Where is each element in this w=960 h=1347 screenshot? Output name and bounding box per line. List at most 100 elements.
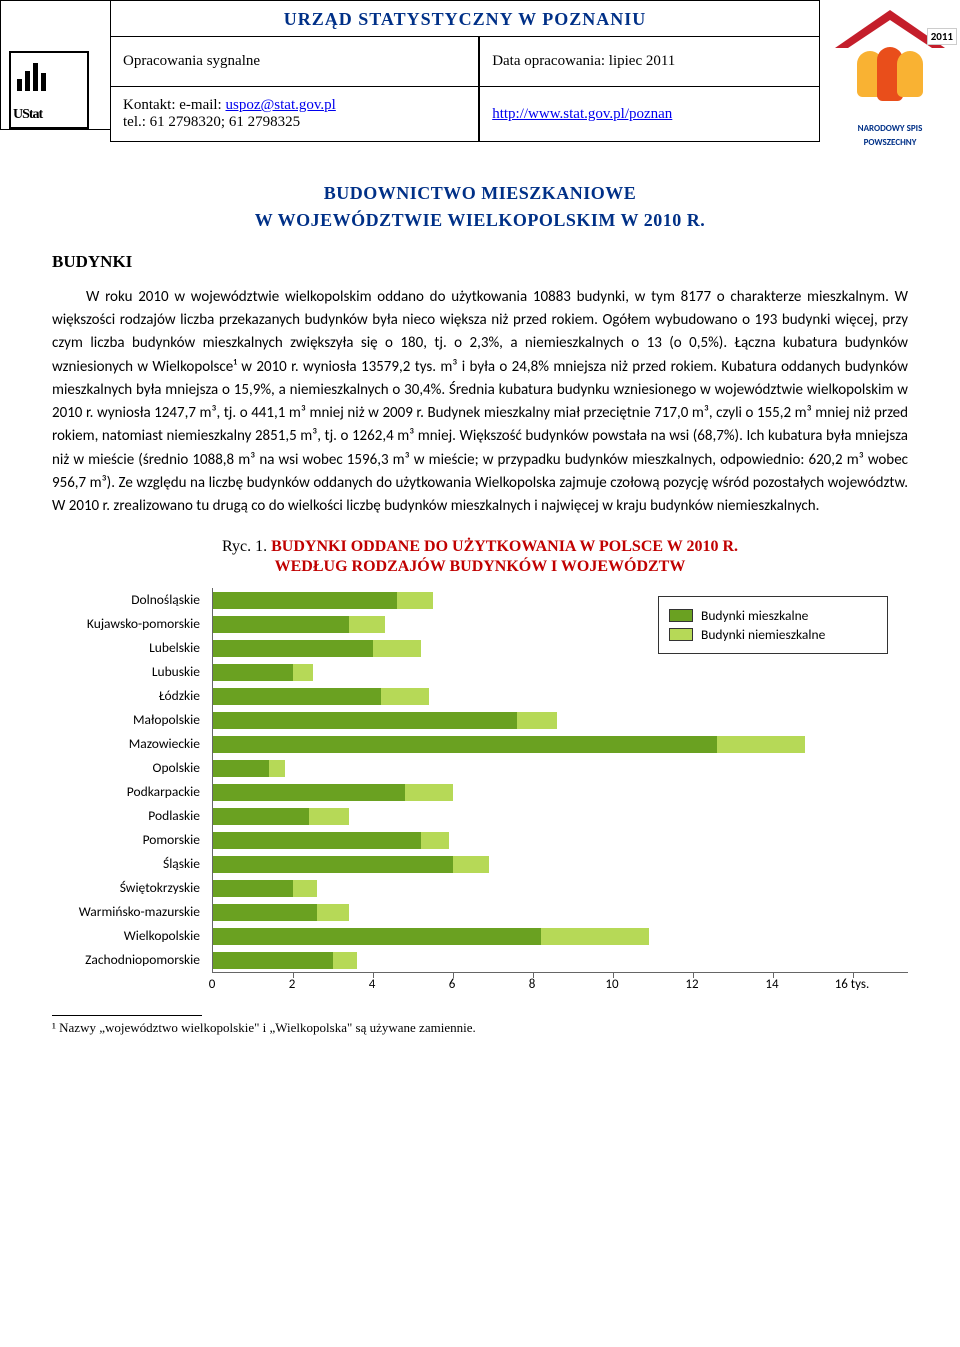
bar-series1 xyxy=(213,808,309,825)
nsp-caption-2: POWSZECHNY xyxy=(826,138,954,148)
bar-series2 xyxy=(421,832,449,849)
bar-series1 xyxy=(213,688,381,705)
header: UStat URZĄD STATYSTYCZNY W POZNANIU Opra… xyxy=(0,0,960,158)
x-axis-tick: 2 xyxy=(289,977,296,992)
chart-inner: DolnośląskieKujawsko-pomorskieLubelskieL… xyxy=(52,588,908,973)
x-axis-tick: 14 xyxy=(765,977,778,992)
title-line-1: BUDOWNICTWO MIESZKANIOWE xyxy=(0,180,960,207)
header-contact-row: Kontakt: e-mail: uspoz@stat.gov.pl tel.:… xyxy=(110,87,820,142)
bar-row xyxy=(213,780,908,804)
header-main: URZĄD STATYSTYCZNY W POZNANIU Opracowani… xyxy=(110,0,820,142)
y-axis-label: Małopolskie xyxy=(52,708,200,732)
y-axis-label: Lubelskie xyxy=(52,636,200,660)
chart-plot-area xyxy=(212,588,908,973)
chart-bars xyxy=(213,588,908,972)
bar-series1 xyxy=(213,616,349,633)
bar-row xyxy=(213,924,908,948)
bar-row xyxy=(213,876,908,900)
bar-row xyxy=(213,804,908,828)
bar-series2 xyxy=(309,808,349,825)
y-axis-label: Dolnośląskie xyxy=(52,588,200,612)
chart: Budynki mieszkalne Budynki niemieszkalne… xyxy=(0,588,960,997)
bar-series1 xyxy=(213,640,373,657)
nsp-caption-1: NARODOWY SPIS xyxy=(826,124,954,134)
bar-series2 xyxy=(349,616,385,633)
y-axis-label: Mazowieckie xyxy=(52,732,200,756)
y-axis-label: Opolskie xyxy=(52,756,200,780)
figure-subtitle: WEDŁUG RODZAJÓW BUDYNKÓW I WOJEWÓDZTW xyxy=(0,558,960,576)
bar-series1 xyxy=(213,856,453,873)
bar-series1 xyxy=(213,712,517,729)
bar-series1 xyxy=(213,832,421,849)
body-text: W roku 2010 w województwie wielkopolskim… xyxy=(0,286,960,519)
footnote: ¹ Nazwy „województwo wielkopolskie" i „W… xyxy=(0,1020,960,1056)
x-axis-tick: 12 xyxy=(685,977,698,992)
bar-series2 xyxy=(317,904,349,921)
y-axis-label: Śląskie xyxy=(52,852,200,876)
contact-prefix: Kontakt: e-mail: xyxy=(123,97,225,113)
bar-row xyxy=(213,756,908,780)
y-axis-label: Świętokrzyskie xyxy=(52,876,200,900)
x-axis-tick: 6 xyxy=(449,977,456,992)
website-link[interactable]: http://www.stat.gov.pl/poznan xyxy=(492,106,672,123)
x-axis-tick: 0 xyxy=(209,977,216,992)
bar-series2 xyxy=(269,760,285,777)
bar-series1 xyxy=(213,736,717,753)
figure-ryc-label: Ryc. 1. xyxy=(222,538,267,555)
bar-series2 xyxy=(333,952,357,969)
bar-row xyxy=(213,612,908,636)
bar-series2 xyxy=(397,592,433,609)
page: UStat URZĄD STATYSTYCZNY W POZNANIU Opra… xyxy=(0,0,960,1056)
y-axis-label: Kujawsko-pomorskie xyxy=(52,612,200,636)
bar-series1 xyxy=(213,760,269,777)
y-axis-label: Lubuskie xyxy=(52,660,200,684)
x-axis-tick: 16 tys. xyxy=(835,977,870,992)
chart-x-axis: 0 2 4 6 8 10 12 14 16 tys. xyxy=(212,973,908,997)
bar-series1 xyxy=(213,880,293,897)
bar-series2 xyxy=(373,640,421,657)
nsp-logo: 2011 xyxy=(835,10,945,120)
contact-email-link[interactable]: uspoz@stat.gov.pl xyxy=(225,97,335,113)
contact-tel: tel.: 61 2798320; 61 2798325 xyxy=(123,114,300,130)
bar-series2 xyxy=(717,736,805,753)
bar-row xyxy=(213,636,908,660)
sub-left: Opracowania sygnalne xyxy=(110,37,479,87)
header-right-logo: 2011 NARODOWY SPIS POWSZECHNY xyxy=(820,0,960,158)
x-axis-tick: 10 xyxy=(605,977,618,992)
bar-row xyxy=(213,900,908,924)
org-title: URZĄD STATYSTYCZNY W POZNANIU xyxy=(284,9,647,29)
bar-row xyxy=(213,660,908,684)
logo-text: UStat xyxy=(13,107,42,123)
y-axis-label: Podkarpackie xyxy=(52,780,200,804)
bar-series1 xyxy=(213,928,541,945)
bar-series1 xyxy=(213,952,333,969)
title-line-2: W WOJEWÓDZTWIE WIELKOPOLSKIM W 2010 R. xyxy=(0,207,960,234)
bar-series2 xyxy=(381,688,429,705)
contact-right: http://www.stat.gov.pl/poznan xyxy=(479,87,820,142)
x-axis-tick: 4 xyxy=(369,977,376,992)
bar-series1 xyxy=(213,784,405,801)
bar-series2 xyxy=(293,880,317,897)
bar-row xyxy=(213,684,908,708)
y-axis-label: Podlaskie xyxy=(52,804,200,828)
bar-row xyxy=(213,708,908,732)
footnote-separator xyxy=(52,1015,202,1016)
x-axis-tick: 8 xyxy=(529,977,536,992)
chart-y-labels: DolnośląskieKujawsko-pomorskieLubelskieL… xyxy=(52,588,212,973)
bar-series2 xyxy=(517,712,557,729)
document-title: BUDOWNICTWO MIESZKANIOWE W WOJEWÓDZTWIE … xyxy=(0,180,960,234)
bar-series2 xyxy=(293,664,313,681)
sub-right: Data opracowania: lipiec 2011 xyxy=(479,37,820,87)
body-paragraph: W roku 2010 w województwie wielkopolskim… xyxy=(52,286,908,519)
y-axis-label: Wielkopolskie xyxy=(52,924,200,948)
section-heading: BUDYNKI xyxy=(52,252,960,272)
header-logo-cell: UStat xyxy=(0,0,110,130)
figure-title-text: BUDYNKI ODDANE DO UŻYTKOWANIA W POLSCE W… xyxy=(271,538,738,555)
header-sub-row: Opracowania sygnalne Data opracowania: l… xyxy=(110,37,820,87)
contact-left: Kontakt: e-mail: uspoz@stat.gov.pl tel.:… xyxy=(110,87,479,142)
ustat-logo: UStat xyxy=(9,51,89,129)
bar-row xyxy=(213,588,908,612)
y-axis-label: Łódzkie xyxy=(52,684,200,708)
bar-series2 xyxy=(405,784,453,801)
bar-row xyxy=(213,828,908,852)
